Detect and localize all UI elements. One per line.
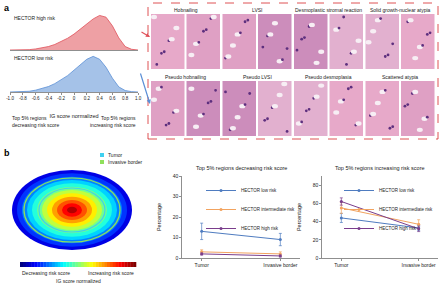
svg-text:20: 20 bbox=[173, 214, 179, 220]
svg-text:Invasive border: Invasive border bbox=[263, 262, 298, 268]
svg-text:-0.8: -0.8 bbox=[19, 96, 27, 101]
svg-text:Tumor: Tumor bbox=[108, 152, 123, 158]
svg-text:Hobnailing: Hobnailing bbox=[174, 7, 198, 13]
svg-text:60: 60 bbox=[313, 200, 319, 206]
svg-text:0.6: 0.6 bbox=[109, 96, 116, 101]
svg-text:-1.0: -1.0 bbox=[6, 96, 14, 101]
svg-text:Tumor: Tumor bbox=[334, 262, 349, 268]
svg-text:20: 20 bbox=[313, 237, 319, 243]
svg-text:Percentage: Percentage bbox=[156, 203, 162, 231]
svg-text:-0.4: -0.4 bbox=[45, 96, 53, 101]
svg-text:Solid growth-nuclear atypia: Solid growth-nuclear atypia bbox=[370, 7, 431, 13]
svg-text:Decreasing risk score: Decreasing risk score bbox=[22, 270, 70, 276]
svg-text:LVSI: LVSI bbox=[252, 7, 262, 13]
svg-text:Desmoplastic stromal reaction: Desmoplastic stromal reaction bbox=[295, 7, 362, 13]
svg-text:0.4: 0.4 bbox=[96, 96, 103, 101]
svg-text:0.2: 0.2 bbox=[84, 96, 91, 101]
svg-text:Invasive border: Invasive border bbox=[402, 262, 437, 268]
svg-text:-0.6: -0.6 bbox=[32, 96, 40, 101]
svg-text:Top 5% regions increasing risk: Top 5% regions increasing risk score bbox=[335, 165, 425, 171]
svg-text:HECTOR intermediate risk: HECTOR intermediate risk bbox=[379, 207, 433, 212]
svg-text:40: 40 bbox=[313, 218, 319, 224]
svg-text:HECTOR high risk: HECTOR high risk bbox=[379, 226, 417, 231]
svg-text:IG score normalized: IG score normalized bbox=[49, 113, 98, 119]
svg-text:0: 0 bbox=[176, 255, 179, 261]
svg-text:Increasing risk score: Increasing risk score bbox=[88, 270, 134, 276]
svg-text:30: 30 bbox=[173, 193, 179, 199]
svg-text:10: 10 bbox=[173, 234, 179, 240]
svg-text:Pseudo desmoplasia: Pseudo desmoplasia bbox=[305, 74, 352, 80]
svg-text:Invasive border: Invasive border bbox=[108, 159, 143, 165]
svg-text:0.8: 0.8 bbox=[122, 96, 129, 101]
svg-text:Pseudo LVSI: Pseudo LVSI bbox=[243, 74, 272, 80]
svg-text:0: 0 bbox=[316, 255, 319, 261]
svg-text:1.0: 1.0 bbox=[135, 96, 142, 101]
svg-text:b: b bbox=[4, 148, 10, 158]
svg-text:Percentage: Percentage bbox=[296, 203, 302, 231]
svg-text:Pseudo hobnailing: Pseudo hobnailing bbox=[165, 74, 206, 80]
svg-text:-0.2: -0.2 bbox=[57, 96, 65, 101]
svg-text:Tumor: Tumor bbox=[195, 262, 210, 268]
svg-text:Top 5% regions decreasing risk: Top 5% regions decreasing risk score bbox=[196, 165, 287, 171]
svg-text:HECTOR high risk: HECTOR high risk bbox=[14, 15, 56, 21]
svg-text:a: a bbox=[4, 3, 10, 13]
svg-text:Top 5% regionsincreasing risk: Top 5% regionsincreasing risk score bbox=[90, 115, 136, 128]
svg-text:0: 0 bbox=[73, 96, 76, 101]
svg-text:IG score normalized: IG score normalized bbox=[56, 278, 101, 284]
svg-text:Top 5% regionsdecreasing risk: Top 5% regionsdecreasing risk score bbox=[12, 115, 59, 128]
svg-text:HECTOR intermediate risk: HECTOR intermediate risk bbox=[241, 207, 295, 212]
svg-text:HECTOR low risk: HECTOR low risk bbox=[379, 188, 415, 193]
svg-text:80: 80 bbox=[313, 182, 319, 188]
svg-text:HECTOR high risk: HECTOR high risk bbox=[241, 226, 279, 231]
svg-text:Scattered atypia: Scattered atypia bbox=[382, 74, 418, 80]
svg-text:HECTOR low risk: HECTOR low risk bbox=[241, 188, 277, 193]
svg-text:40: 40 bbox=[173, 173, 179, 179]
svg-text:HECTOR low risk: HECTOR low risk bbox=[14, 55, 54, 61]
